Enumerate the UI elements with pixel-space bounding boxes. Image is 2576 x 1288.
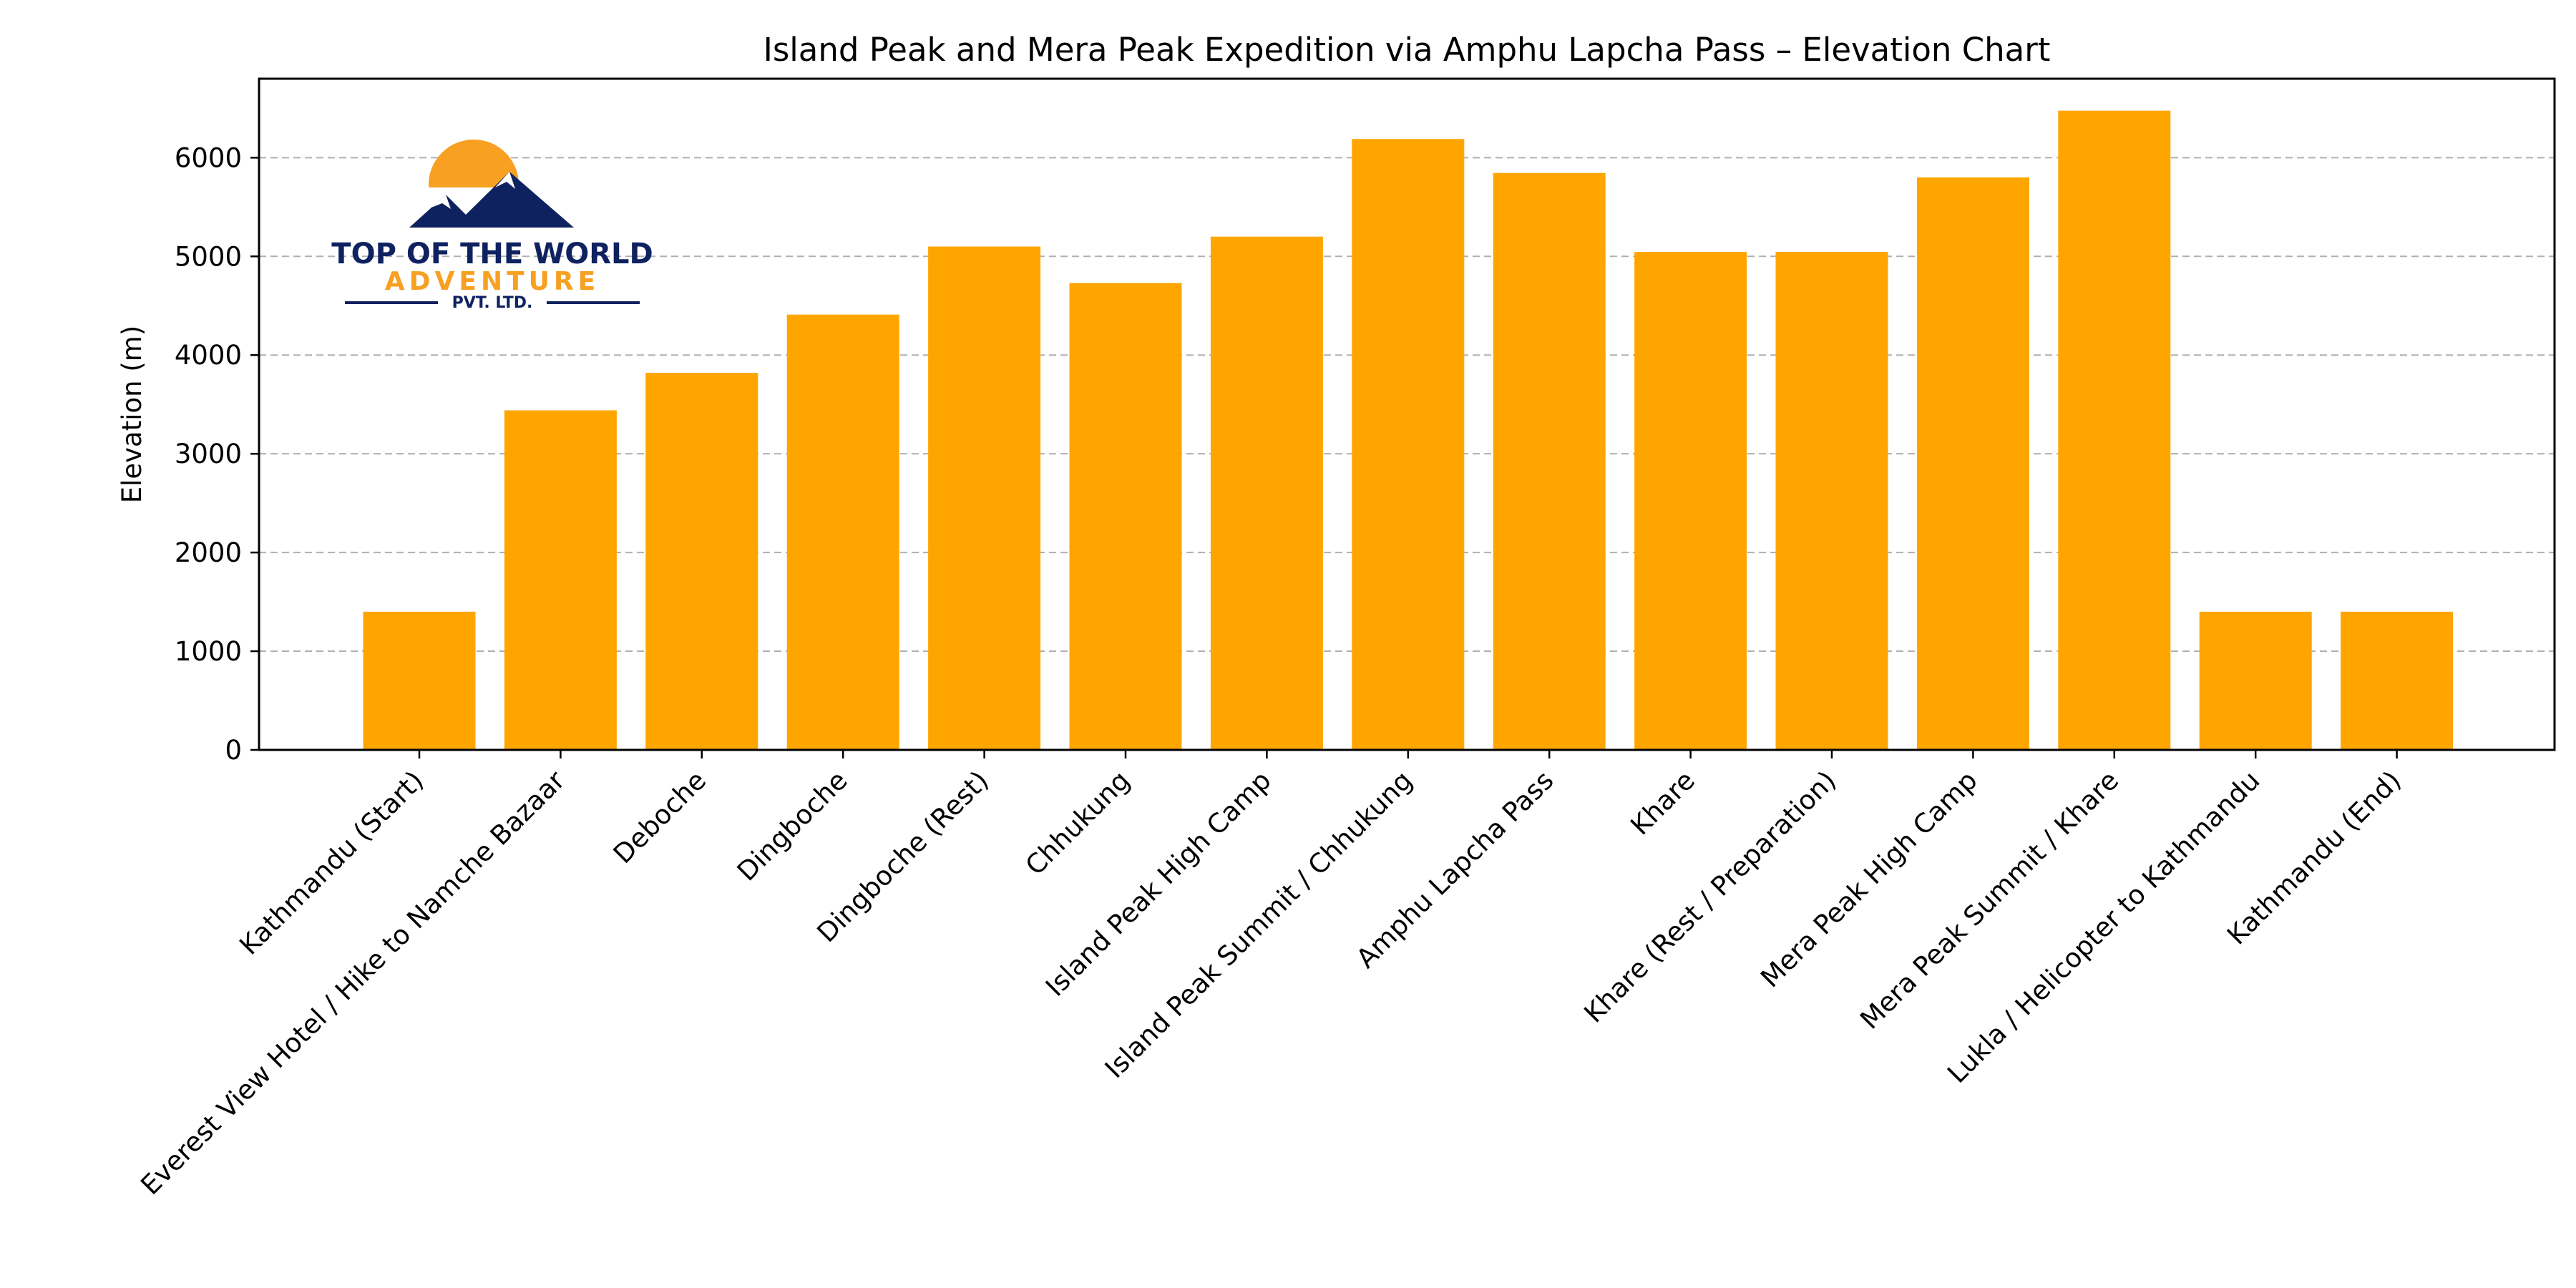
x-tick-label: Mera Peak Summit / Khare [1854,765,2124,1035]
plot-frame [258,77,2556,751]
x-tick-label: Deboche [608,765,712,869]
x-tick-label: Island Peak High Camp [1040,765,1277,1002]
bar [363,611,476,750]
y-axis-label: Elevation (m) [117,326,147,504]
bars [363,110,2454,751]
bar [1352,139,1465,751]
x-axis-ticks: Kathmandu (Start)Everest View Hotel / Hi… [135,750,2407,1201]
bar [1210,236,1323,750]
bar [645,373,758,750]
y-tick-label: 3000 [175,439,242,469]
x-tick-label: Khare (Rest / Preparation) [1579,765,1843,1029]
chart-title: Island Peak and Mera Peak Expedition via… [763,31,2051,69]
bar [1069,283,1182,751]
x-tick-label: Lukla / Helicopter to Kathmandu [1941,765,2265,1089]
y-tick-label: 4000 [175,340,242,371]
y-tick-label: 6000 [175,142,242,173]
bar [2058,110,2171,751]
x-tick-label: Chhukung [1020,765,1136,882]
y-axis-ticks: 0 1000 2000 3000 4000 5000 6000 [175,142,259,766]
x-tick-label: Island Peak Summit / Chhukung [1099,765,1418,1084]
x-tick-label: Khare [1625,765,1701,841]
y-tick-label: 2000 [175,537,242,568]
bar [2199,611,2312,750]
bar [1493,172,1606,750]
logo-line-3: PVT. LTD. [452,294,533,312]
mountain-shape [409,172,574,228]
y-tick-label: 1000 [175,636,242,667]
bar [1775,252,1888,750]
logo-line-1: TOP OF THE WORLD [331,238,653,270]
bar [1634,252,1747,750]
y-tick-label: 5000 [175,241,242,272]
company-logo: TOP OF THE WORLD ADVENTURE PVT. LTD. [331,140,653,312]
logo-line-2: ADVENTURE [385,267,600,296]
x-tick-label: Dingboche [731,765,854,887]
bar [504,410,617,750]
bar [928,246,1041,750]
bar [1916,177,2029,751]
bar [786,314,899,750]
y-tick-label: 0 [225,735,242,766]
bar [2341,611,2454,750]
